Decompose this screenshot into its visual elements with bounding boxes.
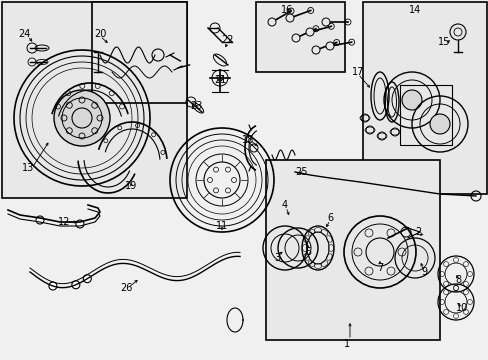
- Circle shape: [285, 14, 293, 22]
- Text: 9: 9: [420, 267, 426, 277]
- Circle shape: [54, 90, 110, 146]
- Text: 23: 23: [189, 101, 202, 111]
- Bar: [92, 2, 186, 103]
- Text: 8: 8: [454, 275, 460, 285]
- Text: 24: 24: [18, 29, 30, 39]
- Circle shape: [36, 216, 44, 224]
- Text: 4: 4: [282, 200, 287, 210]
- Text: 5: 5: [304, 247, 310, 257]
- Circle shape: [321, 18, 329, 26]
- Circle shape: [267, 18, 275, 26]
- Bar: [362, 2, 486, 194]
- Circle shape: [305, 28, 313, 36]
- Bar: [399, 85, 451, 145]
- Text: 14: 14: [408, 5, 420, 15]
- Text: 6: 6: [326, 213, 332, 223]
- Text: 16: 16: [280, 5, 292, 15]
- Circle shape: [291, 34, 299, 42]
- Text: 2: 2: [414, 227, 420, 237]
- Circle shape: [325, 42, 333, 50]
- Text: 19: 19: [124, 181, 137, 191]
- Text: 13: 13: [22, 163, 34, 173]
- Circle shape: [311, 46, 319, 54]
- Text: 10: 10: [455, 303, 467, 313]
- Circle shape: [401, 90, 421, 110]
- Text: 7: 7: [376, 263, 382, 273]
- Bar: [265, 160, 439, 340]
- Text: 17: 17: [351, 67, 364, 77]
- Text: 11: 11: [215, 221, 228, 231]
- Text: 20: 20: [94, 29, 106, 39]
- Bar: [256, 2, 345, 72]
- Text: 21: 21: [213, 75, 226, 85]
- Text: 15: 15: [437, 37, 449, 47]
- Text: 22: 22: [221, 35, 234, 45]
- Text: 26: 26: [120, 283, 132, 293]
- Circle shape: [76, 220, 84, 228]
- Text: 12: 12: [58, 217, 70, 227]
- Circle shape: [49, 282, 57, 290]
- Circle shape: [429, 114, 449, 134]
- Bar: [2, 2, 186, 198]
- Text: 3: 3: [273, 253, 280, 263]
- Circle shape: [83, 275, 91, 283]
- Text: 1: 1: [343, 339, 349, 349]
- Text: 25: 25: [295, 167, 307, 177]
- Circle shape: [72, 281, 80, 289]
- Text: 18: 18: [242, 135, 254, 145]
